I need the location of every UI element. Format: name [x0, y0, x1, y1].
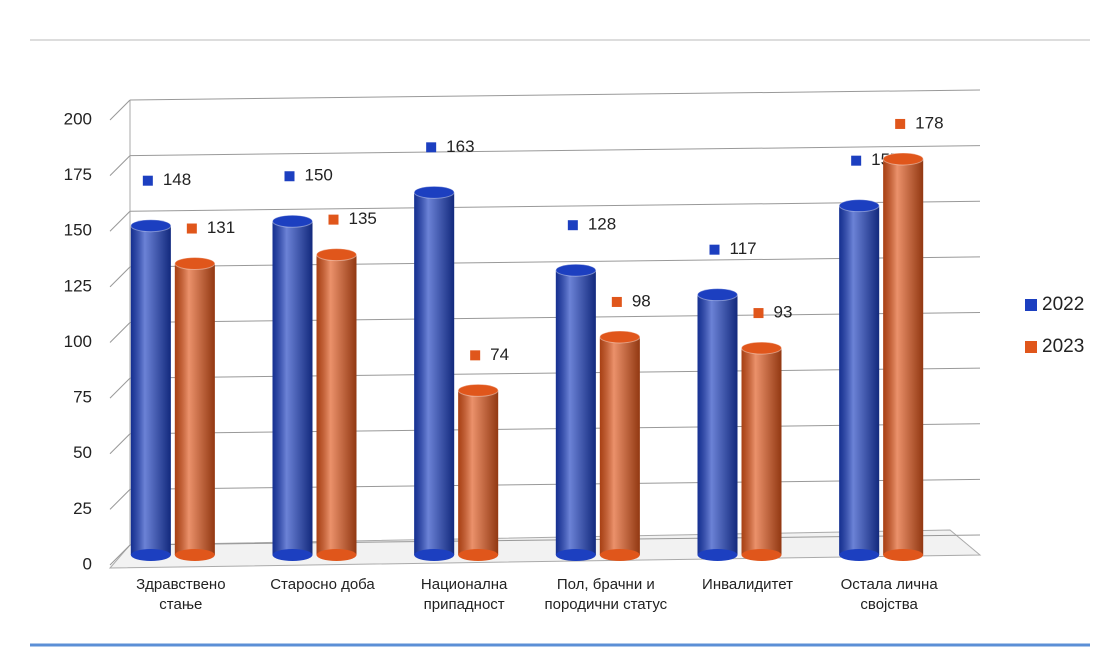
value-label-marker — [142, 175, 153, 186]
bar-top — [838, 199, 880, 213]
grid-line — [129, 256, 981, 268]
bar-base — [555, 549, 596, 561]
value-label-marker — [328, 214, 339, 225]
bar-top — [741, 341, 782, 355]
y-tick-label: 0 — [83, 554, 92, 573]
x-tick-label: Инвалидитет — [702, 576, 793, 593]
bar-top — [316, 248, 357, 262]
value-label-marker — [186, 223, 197, 234]
value-label-marker — [709, 244, 720, 255]
bar-shading — [839, 205, 880, 556]
value-label: 150 — [305, 166, 333, 185]
bar-base — [839, 549, 880, 561]
bar-shading — [741, 348, 782, 555]
value-label-marker — [851, 155, 862, 166]
bar-shading — [555, 270, 596, 555]
grid-line — [129, 312, 981, 323]
bar-shading — [414, 192, 455, 555]
bar-top — [457, 383, 499, 397]
bar-shading — [697, 294, 738, 555]
value-label-marker — [567, 220, 578, 231]
bar-shading — [883, 158, 924, 555]
grid-line — [129, 478, 981, 490]
y-tick-label: 125 — [64, 276, 92, 295]
x-tick-label: Национална припадност — [420, 576, 508, 613]
grid-line — [129, 145, 981, 157]
value-label: 74 — [490, 345, 509, 364]
bar-shading — [272, 221, 313, 555]
value-label: 135 — [349, 209, 377, 228]
grid-line — [109, 155, 131, 176]
bar-base — [458, 549, 499, 561]
grid-line — [109, 99, 131, 121]
grid-line — [109, 489, 131, 510]
grid-line — [109, 544, 131, 566]
y-tick-label: 175 — [64, 165, 92, 184]
grid-line — [109, 433, 131, 455]
grid-line — [129, 367, 981, 379]
bar-base — [130, 549, 171, 561]
bar-top — [882, 152, 924, 166]
y-tick-label: 75 — [73, 388, 92, 407]
grid-line — [129, 89, 981, 101]
grid-line — [109, 266, 131, 288]
bar-top — [130, 219, 172, 233]
x-tick-label: Здравствено стање — [136, 576, 226, 613]
y-tick-label: 150 — [64, 221, 92, 240]
bar-base — [414, 549, 455, 561]
bar-top — [555, 263, 597, 277]
grid-line — [109, 210, 131, 232]
bar-base — [599, 549, 640, 561]
value-label-marker — [470, 350, 481, 361]
bar-top — [272, 214, 313, 228]
legend-marker — [1025, 299, 1037, 311]
bar-base — [272, 549, 313, 561]
y-tick-label: 50 — [73, 443, 92, 462]
bar-base — [174, 549, 215, 561]
value-label: 128 — [588, 215, 616, 234]
grid-line — [129, 200, 981, 212]
value-label-marker — [895, 118, 906, 129]
x-tick-label: Остала лична својства — [840, 576, 938, 613]
value-label: 98 — [632, 291, 651, 310]
y-tick-label: 25 — [73, 499, 92, 518]
y-tick-label: 100 — [64, 332, 92, 351]
bar-shading — [316, 254, 357, 555]
bar-top — [413, 185, 455, 199]
bar-base — [697, 549, 738, 561]
grid-line — [129, 423, 981, 435]
grid-line — [109, 322, 131, 343]
y-tick-label: 200 — [64, 109, 92, 128]
value-label-marker — [611, 296, 622, 307]
value-label-marker — [753, 308, 764, 319]
bar-shading — [458, 390, 499, 555]
legend-label: 2022 — [1042, 294, 1084, 315]
bar-base — [741, 549, 782, 561]
value-label: 117 — [730, 239, 757, 258]
bar-top — [174, 257, 216, 271]
bar-shading — [174, 263, 215, 555]
bar-shading — [130, 225, 171, 555]
value-label: 148 — [163, 170, 191, 189]
value-label: 178 — [915, 113, 943, 132]
x-tick-label: Старосно доба — [270, 576, 375, 593]
value-label: 93 — [774, 303, 793, 322]
value-label-marker — [284, 171, 295, 182]
bar-base — [883, 549, 924, 561]
value-label: 163 — [446, 137, 474, 156]
bar-shading — [599, 336, 640, 555]
grid-line — [129, 534, 981, 546]
value-label: 131 — [207, 218, 235, 237]
x-tick-label: Пол, брачни и породични статус — [544, 576, 668, 613]
bar-base — [316, 549, 357, 561]
grid-line — [109, 377, 131, 399]
bar-top — [599, 330, 641, 344]
value-label-marker — [426, 142, 437, 153]
bar-top — [697, 288, 738, 302]
legend-marker — [1025, 341, 1037, 353]
legend-label: 2023 — [1042, 336, 1084, 357]
